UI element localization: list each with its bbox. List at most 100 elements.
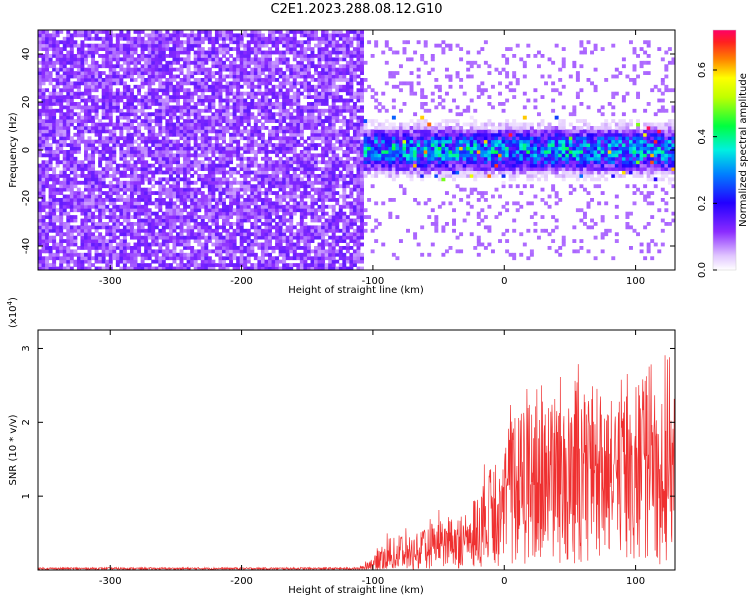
heat-cell <box>239 167 244 171</box>
heat-cell <box>151 184 156 189</box>
heat-cell <box>101 47 106 51</box>
heat-cell <box>285 228 290 233</box>
heat-cell <box>207 235 212 240</box>
heat-cell <box>122 47 127 51</box>
heat-cell <box>303 33 308 38</box>
heat-cell <box>55 218 60 223</box>
heat-cell <box>108 119 113 123</box>
heat-cell <box>172 215 177 219</box>
heat-cell <box>250 198 255 202</box>
heat-cell <box>76 174 81 178</box>
heat-cell <box>197 208 202 213</box>
heat-cell <box>151 153 156 158</box>
heat-cell <box>133 167 138 171</box>
heat-cell <box>66 132 71 137</box>
heat-cell <box>45 163 50 168</box>
heat-cell <box>73 30 78 34</box>
heat-cell <box>38 249 42 254</box>
heat-cell <box>137 180 142 185</box>
heat-cell <box>140 163 145 168</box>
heat-cell <box>197 201 202 206</box>
heat-cell <box>257 136 262 141</box>
heat-cell <box>303 64 308 69</box>
heat-cell <box>236 67 241 72</box>
heat-cell <box>200 102 205 106</box>
heat-cell <box>94 122 99 127</box>
heat-cell <box>321 170 326 175</box>
heat-cell <box>122 252 127 257</box>
heat-cell <box>105 249 110 254</box>
heat-cell <box>69 187 74 192</box>
heat-cell <box>165 187 170 192</box>
heat-cell <box>268 33 272 38</box>
heat-cell <box>285 91 290 96</box>
heat-cell <box>158 95 163 99</box>
heat-cell <box>137 129 142 134</box>
heat-cell <box>144 263 149 267</box>
heat-cell <box>73 119 78 123</box>
heat-cell <box>218 160 223 165</box>
heat-cell <box>207 36 212 41</box>
heat-cell <box>275 204 280 209</box>
heat-cell <box>321 139 326 144</box>
heat-cell <box>285 263 290 267</box>
heat-cell <box>331 143 336 147</box>
heat-cell <box>321 180 326 185</box>
heat-cell <box>158 57 163 62</box>
heat-cell <box>278 119 283 123</box>
heat-cell <box>140 256 145 261</box>
heat-cell <box>268 108 272 113</box>
heat-cell <box>264 174 269 178</box>
heat-cell <box>299 194 304 199</box>
heat-cell <box>183 153 188 158</box>
heat-cell <box>314 146 318 151</box>
heat-cell <box>211 88 216 93</box>
heat-cell <box>66 81 71 86</box>
heat-cell <box>147 67 152 72</box>
heat-cell <box>324 78 329 82</box>
heat-cell <box>214 78 219 82</box>
heat-cell <box>69 71 74 75</box>
heat-cell <box>66 50 71 55</box>
heat-cell <box>186 187 191 192</box>
heat-cell <box>183 163 188 168</box>
heat-cell <box>214 167 219 171</box>
heat-cell <box>165 81 170 86</box>
heat-cell <box>179 78 184 82</box>
heat-cell <box>338 78 343 82</box>
heat-cell <box>172 105 177 110</box>
heat-cell <box>186 108 191 113</box>
heat-cell <box>282 187 287 192</box>
heat-cell <box>91 115 96 120</box>
heat-cell <box>87 98 92 103</box>
heat-cell <box>144 47 149 51</box>
heat-cell <box>105 163 110 168</box>
heat-cell <box>278 242 283 247</box>
heat-cell <box>345 235 350 240</box>
heat-cell <box>271 263 276 267</box>
heat-cell <box>38 174 42 178</box>
heat-cell <box>264 191 269 195</box>
heat-cell <box>222 167 226 171</box>
heat-cell <box>101 259 106 264</box>
heat-cell <box>101 170 106 175</box>
heat-cell <box>144 198 149 202</box>
heat-cell <box>278 208 283 213</box>
heat-cell <box>38 43 42 48</box>
heat-cell <box>232 232 237 237</box>
heat-cell <box>112 232 117 237</box>
heat-cell <box>73 191 78 195</box>
heat-cell <box>112 204 117 209</box>
heat-cell <box>257 242 262 247</box>
heat-cell <box>324 57 329 62</box>
heat-cell <box>137 91 142 96</box>
heat-cell <box>229 252 234 257</box>
heat-cell <box>243 98 248 103</box>
heat-cell <box>158 126 163 130</box>
heat-cell <box>133 228 138 233</box>
heat-cell <box>45 266 50 271</box>
heat-cell <box>211 187 216 192</box>
heat-cell <box>239 146 244 151</box>
heat-cell <box>108 50 113 55</box>
heat-cell <box>119 239 124 243</box>
